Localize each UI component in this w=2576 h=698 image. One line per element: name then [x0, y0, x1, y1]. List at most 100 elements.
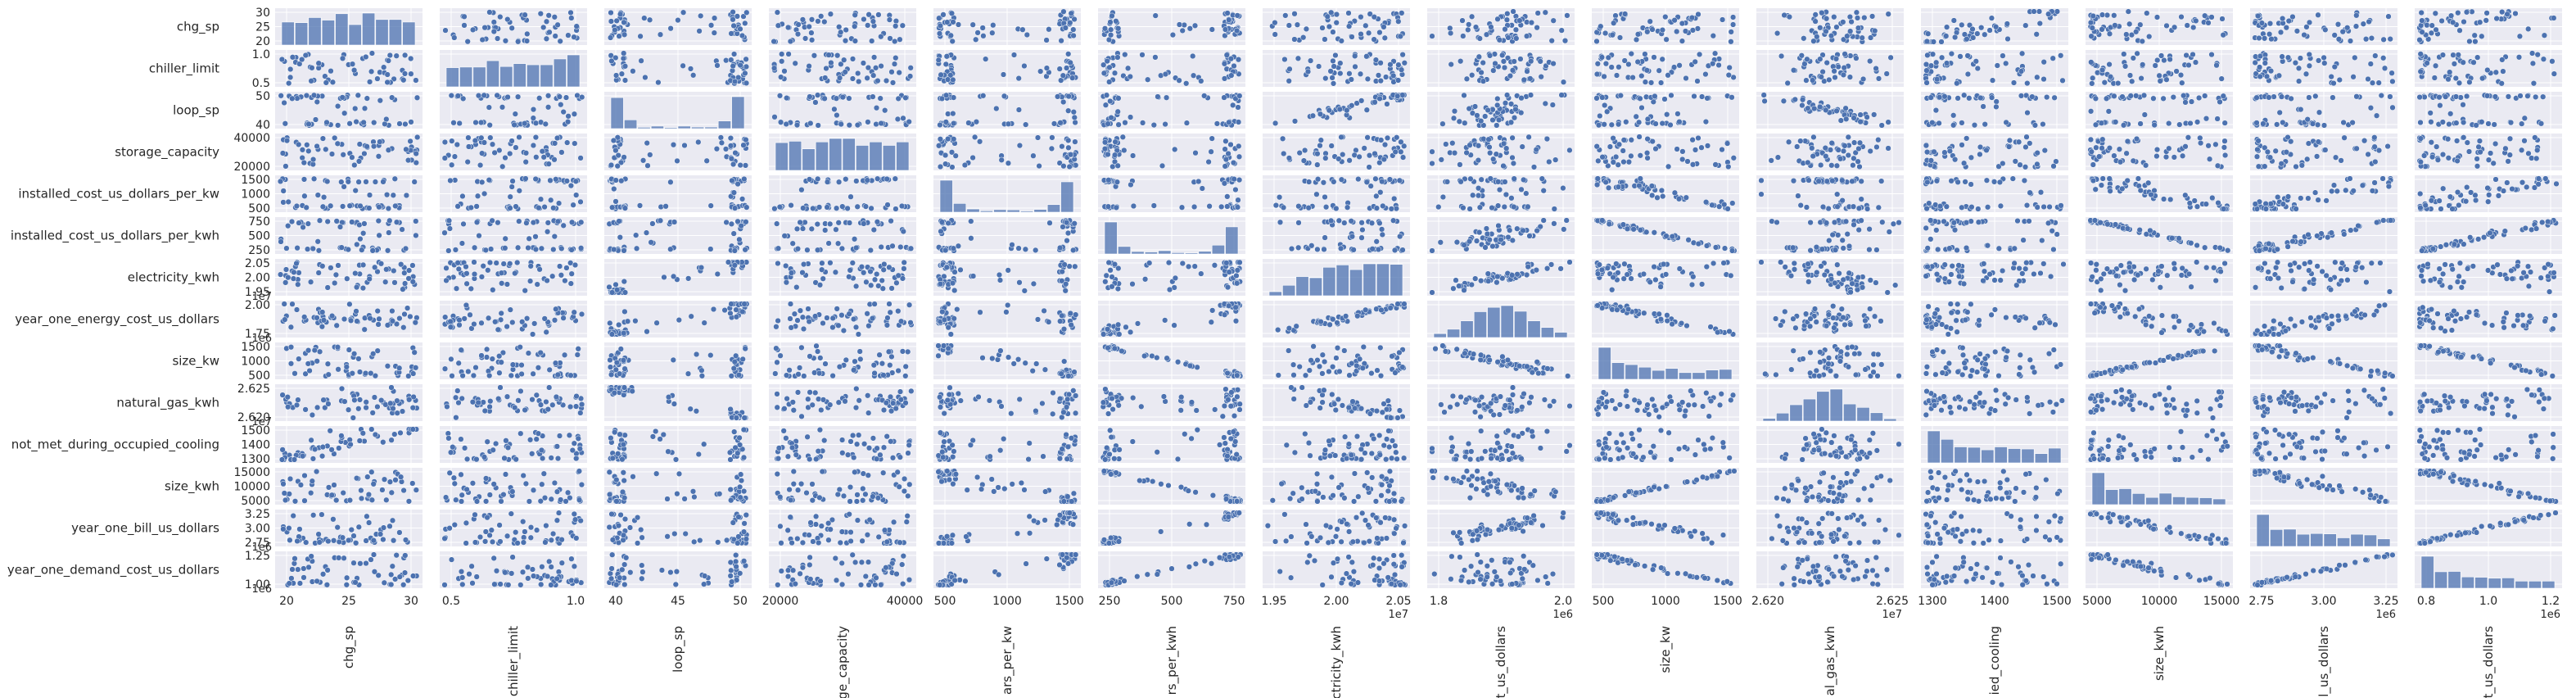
scatter-point: [828, 59, 834, 66]
scatter-point: [633, 232, 639, 238]
scatter-point: [579, 93, 585, 101]
scatter-point: [2274, 246, 2280, 252]
scatter-point: [1314, 161, 1321, 168]
scatter-point: [864, 177, 870, 184]
scatter-point: [1993, 103, 2000, 111]
scatter-point: [2140, 92, 2148, 99]
scatter-point: [940, 11, 947, 18]
scatter-point: [2283, 149, 2289, 156]
scatter-point: [2153, 152, 2160, 160]
scatter-point: [1986, 27, 1993, 34]
scatter-point: [1923, 142, 1930, 149]
scatter-point: [1844, 231, 1851, 238]
scatter-point: [1469, 72, 1476, 79]
scatter-point: [1702, 70, 1709, 78]
scatter-point: [2106, 175, 2113, 182]
panel-installed_cost_us_dollars_per_kw-vs-electricity_kwh: [1263, 175, 1410, 212]
scatter-point: [1982, 121, 1988, 128]
scatter-point: [1222, 156, 1230, 163]
scatter-point: [1493, 151, 1499, 157]
scatter-point: [1065, 137, 1072, 144]
scatter-point: [1326, 107, 1332, 114]
scatter-point: [1015, 107, 1023, 113]
scatter-point: [2044, 93, 2050, 101]
scatter-point: [2045, 220, 2052, 227]
scatter-point: [2535, 175, 2542, 182]
scatter-point: [2023, 134, 2030, 140]
scatter-point: [2262, 60, 2268, 66]
histogram-bar: [966, 208, 980, 213]
scatter-point: [2280, 201, 2287, 207]
scatter-point: [2338, 157, 2344, 164]
scatter-point: [1281, 150, 1287, 157]
scatter-point: [2417, 205, 2424, 211]
scatter-point: [2037, 189, 2045, 196]
scatter-point: [304, 246, 311, 252]
scatter-point: [680, 62, 686, 69]
scatter-point: [557, 38, 563, 44]
scatter-point: [2152, 62, 2158, 69]
scatter-point: [2217, 244, 2223, 252]
scatter-point: [1927, 94, 1934, 101]
scatter-point: [2137, 120, 2144, 127]
scatter-point: [1968, 154, 1975, 161]
scatter-point: [295, 281, 301, 288]
panel-loop_sp-vs-year_one_bill_us_dollars: [2250, 92, 2397, 129]
scatter-point: [980, 93, 987, 99]
scatter-point: [1072, 119, 1078, 126]
scatter-point: [1964, 52, 1971, 59]
scatter-point: [1883, 70, 1890, 77]
scatter-point: [314, 192, 321, 198]
scatter-point: [376, 232, 382, 238]
scatter-point: [1286, 78, 1292, 84]
scatter-point: [2384, 143, 2391, 150]
scatter-point: [1647, 79, 1655, 86]
scatter-point: [1819, 68, 1826, 75]
scatter-point: [1833, 24, 1840, 30]
scatter-point: [743, 204, 750, 211]
scatter-point: [1178, 204, 1186, 211]
scatter-point: [375, 217, 382, 224]
scatter-point: [844, 205, 851, 212]
scatter-point: [771, 206, 778, 212]
scatter-point: [1712, 244, 1720, 251]
scatter-point: [305, 120, 312, 128]
scatter-point: [983, 56, 989, 62]
scatter-point: [2521, 138, 2528, 144]
scatter-point: [945, 111, 951, 117]
scatter-point: [1391, 195, 1398, 202]
scatter-point: [1367, 183, 1374, 189]
scatter-point: [577, 155, 584, 161]
scatter-point: [558, 149, 565, 156]
scatter-point: [1056, 244, 1064, 252]
scatter-point: [2087, 108, 2095, 115]
scatter-point: [2315, 11, 2321, 18]
scatter-point: [1761, 97, 1768, 105]
scatter-point: [2003, 60, 2009, 67]
scatter-point: [384, 247, 391, 254]
panel-loop_sp-vs-year_one_energy_cost_us_dollars: [1427, 92, 1575, 129]
scatter-point: [1322, 193, 1328, 201]
scatter-point: [409, 279, 416, 285]
scatter-point: [1615, 121, 1622, 128]
scatter-point: [1313, 191, 1320, 197]
scatter-point: [2285, 243, 2291, 250]
scatter-point: [2367, 61, 2374, 67]
scatter-point: [787, 38, 794, 45]
scatter-point: [906, 73, 914, 79]
scatter-point: [2202, 244, 2208, 251]
scatter-point: [315, 247, 323, 254]
scatter-point: [2322, 147, 2329, 153]
scatter-point: [303, 204, 310, 211]
scatter-point: [1671, 17, 1678, 24]
scatter-point: [2092, 186, 2099, 193]
scatter-point: [1896, 220, 1902, 226]
scatter-point: [1476, 53, 1482, 60]
scatter-point: [1551, 220, 1557, 227]
scatter-point: [2446, 120, 2452, 128]
scatter-point: [1858, 217, 1864, 224]
scatter-point: [556, 93, 563, 100]
scatter-point: [2313, 153, 2321, 160]
scatter-point: [671, 219, 678, 225]
scatter-point: [516, 188, 522, 194]
